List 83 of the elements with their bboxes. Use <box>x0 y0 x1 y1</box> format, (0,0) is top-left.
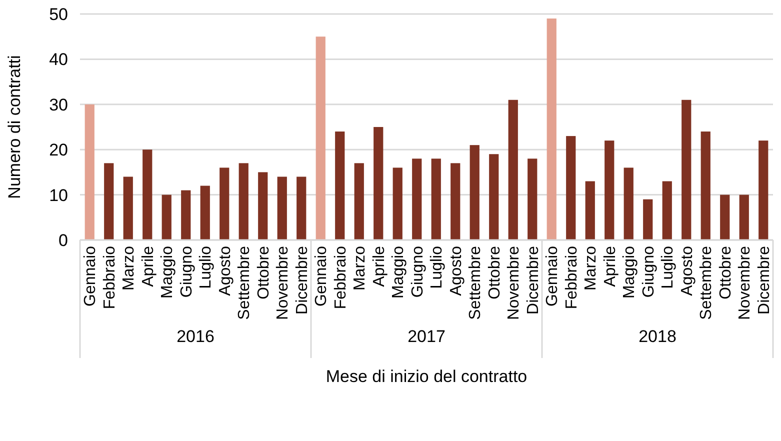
bar <box>354 163 364 240</box>
x-tick-label: Dicembre <box>524 246 542 314</box>
x-tick-label: Luglio <box>428 246 446 289</box>
bar <box>662 181 672 240</box>
bar <box>720 194 730 240</box>
bar <box>546 18 556 240</box>
y-tick-label: 30 <box>49 95 68 114</box>
x-tick-label: Ottobre <box>717 246 734 300</box>
bar <box>470 145 480 240</box>
bar <box>450 163 460 240</box>
bar <box>142 150 152 240</box>
x-tick-label: Maggio <box>159 246 176 298</box>
y-tick-label: 40 <box>49 50 68 70</box>
x-tick-label: Aprile <box>602 246 619 287</box>
y-tick-label: 10 <box>49 186 68 205</box>
bar <box>643 199 653 240</box>
x-tick-label: Febbraio <box>332 246 350 310</box>
bar <box>528 158 538 240</box>
y-tick-label: 0 <box>58 230 68 250</box>
x-tick-label: Giugno <box>409 246 426 298</box>
x-tick-label: Novembre <box>736 246 754 320</box>
bar <box>220 168 230 240</box>
bar <box>104 163 114 240</box>
x-tick-label: Agosto <box>448 246 465 296</box>
x-tick-label: Luglio <box>198 246 215 289</box>
x-tick-label: Settembre <box>467 246 484 320</box>
bar <box>604 140 614 240</box>
x-tick-label: Agosto <box>216 246 234 296</box>
bar <box>758 140 768 240</box>
bar <box>84 104 94 240</box>
bar <box>700 132 710 240</box>
x-tick-label: Maggio <box>621 246 638 298</box>
bar <box>123 176 133 240</box>
x-tick-label: Settembre <box>698 246 716 320</box>
x-tick-label: Maggio <box>390 246 408 298</box>
x-tick-label: Aprile <box>370 246 388 287</box>
x-tick-label: Novembre <box>506 246 523 320</box>
x-tick-label: Gennaio <box>544 246 562 306</box>
bar <box>585 181 595 240</box>
x-tick-label: Gennaio <box>313 246 330 306</box>
x-tick-label: Febbraio <box>563 246 580 310</box>
bar <box>624 168 634 240</box>
bar <box>258 172 268 240</box>
y-axis-title: Numero di contratti <box>5 55 24 199</box>
x-tick-label: Settembre <box>236 246 254 320</box>
x-tick-label: Luglio <box>660 246 677 289</box>
x-tick-label: Marzo <box>352 246 369 290</box>
x-tick-label: Aprile <box>140 246 157 287</box>
bar <box>508 100 518 240</box>
x-tick-label: Ottobre <box>486 246 504 300</box>
x-tick-label: Febbraio <box>101 246 118 310</box>
bar <box>431 158 441 240</box>
text: 2017 <box>408 327 446 346</box>
x-tick-label: Agosto <box>678 246 696 296</box>
bar <box>412 158 422 240</box>
x-tick-label: Ottobre <box>255 246 272 300</box>
bar <box>238 163 248 240</box>
x-tick-label: Giugno <box>640 246 658 298</box>
x-axis-title: Mese di inizio del contratto <box>326 367 528 386</box>
bar <box>739 194 749 240</box>
bar <box>296 176 306 240</box>
bar <box>181 190 191 240</box>
y-tick-label: 20 <box>49 140 68 160</box>
bar <box>489 154 499 240</box>
x-tick-label: Novembre <box>274 246 292 320</box>
bar <box>200 186 210 240</box>
x-tick-label: Gennaio <box>82 246 100 306</box>
x-tick-label: Marzo <box>120 246 138 290</box>
bar <box>566 136 576 240</box>
text: 2016 <box>176 327 214 346</box>
x-tick-label: Giugno <box>178 246 196 298</box>
bar <box>162 194 172 240</box>
x-tick-label: Dicembre <box>756 246 773 314</box>
bar <box>335 132 345 240</box>
bar <box>374 127 384 240</box>
bar <box>682 100 692 240</box>
bar <box>277 176 287 240</box>
bar <box>392 168 402 240</box>
bar <box>316 36 326 240</box>
x-tick-label: Marzo <box>582 246 600 290</box>
x-tick-label: Dicembre <box>294 246 311 314</box>
y-tick-label: 50 <box>49 4 68 24</box>
text: 2018 <box>638 327 676 346</box>
